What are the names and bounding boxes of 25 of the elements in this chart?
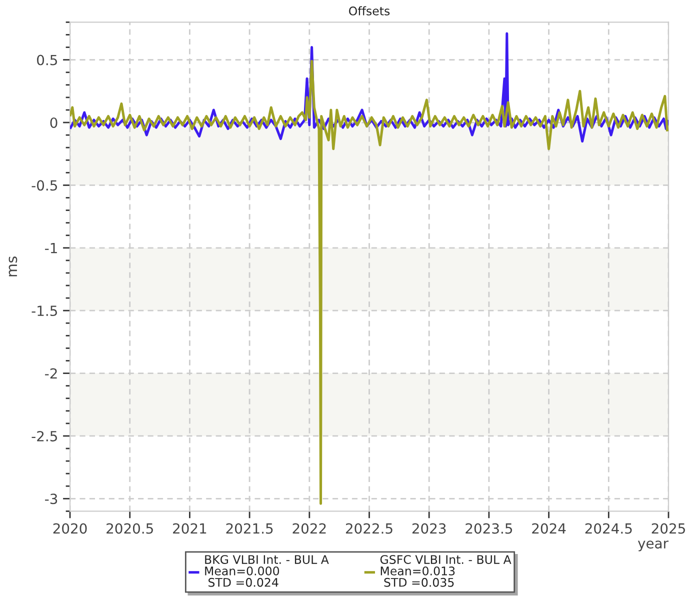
- y-tick-label: -2.5: [32, 430, 57, 442]
- x-tick-label: 2024.5: [585, 523, 632, 534]
- y-tick-label: 0.5: [37, 54, 57, 66]
- x-tick-label: 2023.5: [466, 523, 512, 534]
- x-tick-label: 2020.5: [106, 523, 153, 534]
- chart-title: Offsets: [349, 6, 390, 16]
- x-tick-label: 2022: [292, 523, 326, 534]
- x-tick-label: 2021.5: [226, 523, 273, 534]
- y-tick-label: -1.5: [32, 306, 57, 316]
- x-tick-label: 2020: [53, 523, 87, 534]
- y-tick-label: 0: [50, 117, 58, 128]
- x-tick-label: 2023: [412, 523, 446, 534]
- x-tick-label: 2022.5: [346, 523, 392, 534]
- y-tick-label: -1: [45, 243, 57, 254]
- x-axis-title: year: [638, 540, 668, 552]
- y-axis-title: ms: [8, 256, 18, 276]
- x-tick-label: 2024: [532, 523, 566, 534]
- x-tick-label: 2021: [173, 523, 206, 534]
- line-series: [70, 60, 668, 505]
- y-tick-label: -3: [45, 494, 58, 504]
- y-tick-label: -0.5: [32, 180, 57, 191]
- legend-label: GSFC VLBI Int. - BUL A Mean=0.013 STD =0.035: [380, 555, 512, 587]
- y-tick-label: -2: [45, 368, 57, 379]
- x-tick-label: 2025: [652, 523, 685, 534]
- legend-label: BKG VLBI Int. - BUL A Mean=0.000 STD =0.024: [205, 555, 329, 587]
